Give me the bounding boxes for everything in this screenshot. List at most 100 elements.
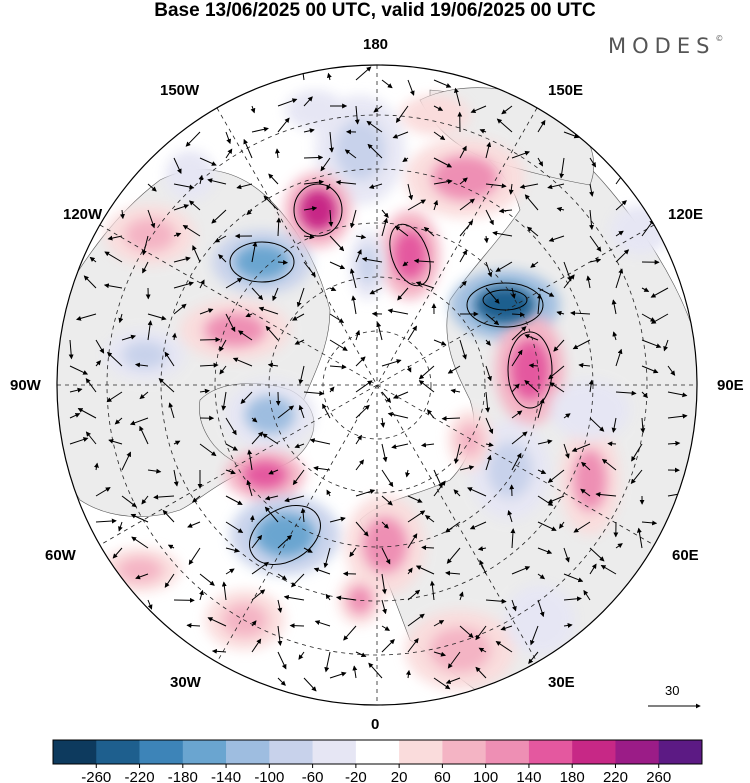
wind-vector-186 bbox=[294, 339, 305, 345]
lon-label-30w: 30W bbox=[170, 674, 201, 691]
anomaly-core-24 bbox=[223, 603, 267, 637]
wind-vector-423 bbox=[186, 623, 201, 629]
wind-vector-359 bbox=[507, 510, 513, 523]
wind-vector-226 bbox=[85, 378, 97, 393]
wind-vector-52 bbox=[207, 178, 227, 185]
wind-vector-231 bbox=[221, 391, 227, 411]
wind-vector-34 bbox=[225, 148, 233, 159]
wind-vector-73 bbox=[246, 209, 253, 216]
wind-vector-427 bbox=[289, 623, 305, 629]
wind-vector-156 bbox=[147, 313, 167, 321]
wind-vector-459 bbox=[475, 666, 487, 679]
wind-vector-312 bbox=[485, 454, 492, 471]
wind-vector-387 bbox=[164, 573, 175, 588]
wind-vector-217 bbox=[485, 365, 492, 382]
wind-vector-177 bbox=[68, 339, 74, 360]
wind-vector-393 bbox=[313, 567, 331, 575]
wind-vector-239 bbox=[418, 380, 435, 393]
wind-vector-122 bbox=[413, 258, 435, 264]
wind-vector-213 bbox=[381, 359, 402, 367]
wind-vector-111 bbox=[142, 261, 149, 274]
wind-vector-413 bbox=[336, 595, 357, 601]
wind-vector-445 bbox=[407, 638, 419, 653]
wind-vector-25 bbox=[392, 131, 409, 139]
wind-vector-281 bbox=[262, 433, 279, 445]
wind-vector-212 bbox=[355, 356, 366, 367]
wind-vector-140 bbox=[329, 286, 337, 292]
wind-vector-351 bbox=[300, 507, 306, 523]
wind-vector-64 bbox=[519, 183, 539, 190]
wind-vector-28 bbox=[479, 128, 487, 134]
wind-vector-161 bbox=[258, 306, 279, 315]
wind-vector-16 bbox=[501, 105, 513, 115]
wind-vector-260 bbox=[355, 404, 370, 419]
wind-vector-408 bbox=[221, 581, 227, 601]
wind-vector-192 bbox=[459, 339, 467, 360]
wind-vector-334 bbox=[453, 489, 461, 497]
wind-vector-372 bbox=[303, 547, 313, 553]
anomaly-core-27 bbox=[298, 99, 332, 121]
wind-vector-151 bbox=[615, 268, 624, 289]
wind-vector-72 bbox=[211, 209, 227, 224]
wind-vector-139 bbox=[296, 287, 305, 308]
wind-vector-436 bbox=[530, 625, 539, 646]
wind-vector-278 bbox=[199, 443, 217, 457]
wind-vector-230 bbox=[199, 388, 210, 394]
wind-vector-255 bbox=[225, 417, 237, 436]
wind-vector-71 bbox=[188, 200, 201, 211]
wind-vector-238 bbox=[392, 391, 409, 399]
wind-vector-367 bbox=[167, 544, 175, 550]
wind-vector-219 bbox=[528, 363, 539, 369]
wind-vector-333 bbox=[433, 480, 446, 497]
colorbar: -260 -220 -180 -140 -100 -60 -20 20 60 100 140 180 2… bbox=[52, 739, 703, 783]
wind-vector-81 bbox=[459, 198, 475, 211]
wind-vector-193 bbox=[485, 339, 491, 346]
wind-vector-113 bbox=[192, 245, 201, 263]
anomaly-core-11 bbox=[245, 395, 295, 435]
wind-vector-69 bbox=[147, 209, 156, 229]
anomaly-core-12 bbox=[243, 461, 287, 489]
colorbar-tick-label-12: 220 bbox=[603, 769, 628, 783]
wind-vector-388 bbox=[199, 573, 215, 586]
wind-vector-22 bbox=[329, 131, 334, 153]
wind-vector-347 bbox=[187, 521, 201, 528]
wind-vector-375 bbox=[381, 547, 391, 565]
wind-vector-206 bbox=[199, 362, 219, 368]
wind-vector-307 bbox=[355, 459, 364, 471]
wind-vector-269 bbox=[589, 417, 605, 432]
wind-vector-1 bbox=[326, 72, 332, 81]
wind-vector-270 bbox=[611, 417, 617, 433]
wind-vector-114 bbox=[218, 254, 227, 263]
wind-vector-411 bbox=[283, 594, 305, 601]
wind-vector-274 bbox=[85, 431, 97, 445]
wind-vector-74 bbox=[263, 195, 279, 211]
colorbar-tick-label-3: -140 bbox=[211, 769, 241, 783]
colorbar-tick-label-11: 180 bbox=[560, 769, 585, 783]
wind-vector-439 bbox=[251, 638, 262, 653]
wind-vector-244 bbox=[549, 382, 565, 393]
wind-vector-95 bbox=[303, 234, 315, 240]
lon-label-30e: 30E bbox=[548, 674, 575, 691]
wind-vector-435 bbox=[500, 625, 513, 631]
anomaly-core-8 bbox=[204, 313, 266, 347]
wind-vector-223 bbox=[641, 365, 659, 374]
wind-vector-210 bbox=[298, 365, 305, 385]
colorbar-swatch-1 bbox=[96, 740, 140, 764]
wind-vector-163 bbox=[329, 313, 345, 323]
wind-vector-26 bbox=[433, 131, 446, 141]
anomaly-core-2 bbox=[299, 189, 337, 231]
wind-vector-397 bbox=[415, 565, 435, 575]
wind-vector-404 bbox=[600, 564, 617, 575]
wind-vector-21 bbox=[303, 128, 315, 134]
wind-vector-389 bbox=[225, 568, 235, 575]
wind-vector-235 bbox=[329, 386, 335, 393]
wind-vector-102 bbox=[483, 235, 489, 244]
anomaly-core-14 bbox=[363, 517, 407, 573]
wind-vector-368 bbox=[188, 547, 201, 565]
wind-vector-125 bbox=[495, 261, 513, 272]
anomaly-core-21 bbox=[623, 216, 657, 244]
wind-vector-303 bbox=[247, 449, 253, 471]
wind-vector-123 bbox=[459, 249, 468, 263]
wind-vector-418 bbox=[485, 598, 507, 604]
